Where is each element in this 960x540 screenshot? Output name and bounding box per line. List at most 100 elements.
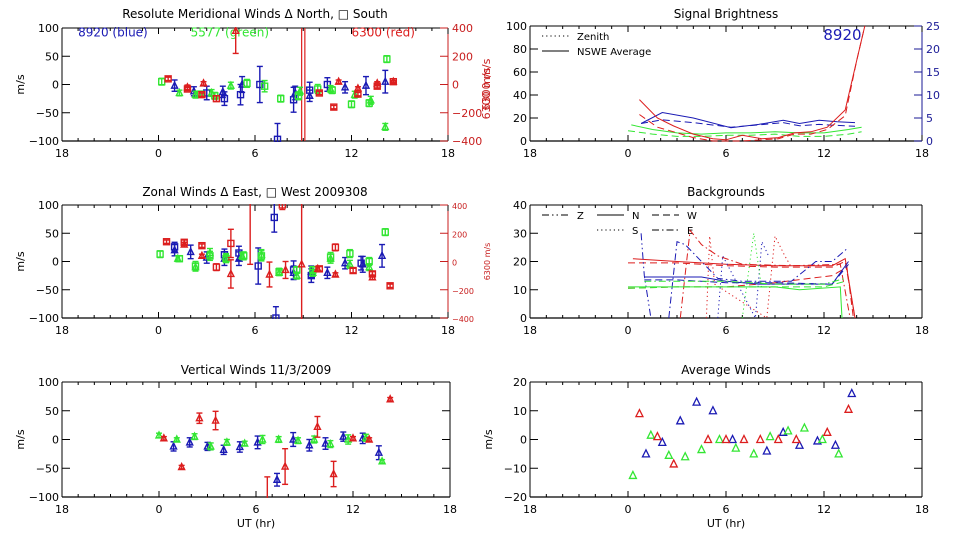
data-point-triangle	[295, 86, 305, 95]
data-point-triangle	[240, 438, 249, 447]
y-tick-label: 0	[52, 434, 59, 447]
data-point-square	[294, 92, 303, 100]
data-point-triangle	[222, 437, 232, 446]
x-tick-label: 6	[723, 503, 730, 516]
x-tick-label: 18	[441, 147, 455, 160]
series-line	[640, 233, 652, 319]
legend-label: S	[632, 226, 638, 237]
x-tick-label: 18	[55, 147, 69, 160]
y-axis-label: m/s	[14, 251, 27, 271]
y-tick-label: 100	[506, 20, 527, 33]
data-point-square	[227, 239, 235, 248]
y-tick-label: 0	[520, 312, 527, 325]
y-tick-label: −50	[36, 284, 59, 297]
series-annotation: 8920 (blue)	[78, 26, 148, 40]
data-point-square	[175, 254, 184, 263]
series-annotation: 5577 (green)	[191, 26, 269, 40]
series-5577-e	[644, 277, 846, 285]
x-tick-label: 6	[252, 324, 259, 337]
data-point-triangle	[386, 394, 395, 403]
data-point-triangle	[749, 448, 759, 458]
data-point-square	[257, 252, 266, 260]
data-point-triangle	[348, 433, 358, 442]
x-tick-label: 18	[441, 324, 455, 337]
data-point-triangle	[675, 415, 685, 425]
data-point-square	[243, 79, 251, 88]
data-point-triangle	[641, 448, 651, 458]
chart-title: Resolute Meridional Winds Δ North, □ Sou…	[122, 7, 388, 21]
data-point-triangle	[657, 436, 667, 447]
data-point-triangle	[830, 439, 840, 449]
data-point-square	[198, 90, 206, 99]
right-y-tick-label: 25	[926, 20, 940, 33]
data-point-triangle	[344, 434, 353, 443]
data-point-square	[365, 99, 373, 107]
y-axis-label: m/s	[482, 429, 495, 449]
x-tick-label: 0	[625, 503, 632, 516]
series-8920-z	[640, 233, 652, 319]
data-point-square	[326, 253, 335, 261]
series-6300	[159, 394, 395, 498]
series-line	[640, 111, 856, 129]
data-point-square	[256, 80, 264, 89]
series-line	[639, 25, 866, 142]
side-axis-label: 6300 m/s	[480, 67, 493, 119]
chart-title: Zonal Winds Δ East, □ West 2009308	[142, 185, 367, 199]
right-y-tick-label: 0	[452, 259, 457, 268]
x-tick-label: 12	[346, 503, 360, 516]
series-8920-nswe-average	[640, 111, 856, 129]
data-point-square	[278, 204, 287, 209]
y-tick-label: 40	[513, 199, 527, 212]
data-point-triangle	[211, 415, 220, 424]
data-point-triangle	[329, 468, 338, 478]
y-tick-label: 80	[513, 43, 527, 56]
data-point-triangle	[226, 80, 236, 89]
x-tick-label: 18	[915, 503, 929, 516]
x-tick-label: 12	[817, 503, 831, 516]
data-point-square	[357, 259, 365, 267]
data-point-square	[272, 314, 280, 319]
chart-title: Backgrounds	[687, 185, 765, 199]
data-point-triangle	[794, 439, 805, 449]
x-tick-label: 0	[156, 503, 163, 516]
data-point-triangle	[762, 445, 772, 455]
data-point-triangle	[280, 461, 290, 470]
legend-label: N	[632, 211, 639, 222]
right-y-tick-label: 0	[452, 79, 459, 92]
y-tick-label: −20	[504, 491, 527, 504]
data-point-square	[331, 243, 340, 252]
y-tick-label: 100	[38, 22, 59, 35]
series-line	[639, 25, 866, 141]
data-point-square	[330, 103, 338, 111]
data-point-triangle	[340, 258, 350, 267]
data-point-triangle	[634, 408, 644, 418]
right-y-tick-label: −200	[452, 287, 474, 296]
data-point-triangle	[365, 262, 374, 271]
x-tick-label: 12	[817, 324, 831, 337]
data-point-triangle	[381, 76, 390, 85]
plot-area	[627, 25, 866, 142]
data-point-square	[305, 86, 314, 94]
x-tick-label: 18	[55, 324, 69, 337]
data-point-triangle	[783, 425, 793, 435]
data-point-triangle	[708, 405, 718, 415]
y-tick-label: 20	[513, 112, 527, 125]
data-point-triangle	[170, 80, 179, 89]
data-point-triangle	[175, 87, 184, 97]
data-point-triangle	[272, 474, 282, 483]
legend-label: NSWE Average	[577, 47, 651, 58]
right-y-tick-label: 20	[926, 43, 940, 56]
series-line	[644, 277, 846, 285]
data-point-square	[220, 94, 229, 103]
x-tick-label: 18	[523, 147, 537, 160]
legend-label: W	[687, 211, 697, 222]
y-tick-label: 0	[52, 79, 59, 92]
data-point-triangle	[177, 462, 186, 471]
data-point-triangle	[169, 441, 178, 450]
y-tick-label: 30	[513, 227, 527, 240]
data-point-square	[315, 265, 324, 273]
right-y-tick-label: 5	[926, 112, 933, 125]
y-tick-label: 40	[513, 89, 527, 102]
y-tick-label: 60	[513, 66, 527, 79]
data-point-triangle	[847, 388, 857, 398]
